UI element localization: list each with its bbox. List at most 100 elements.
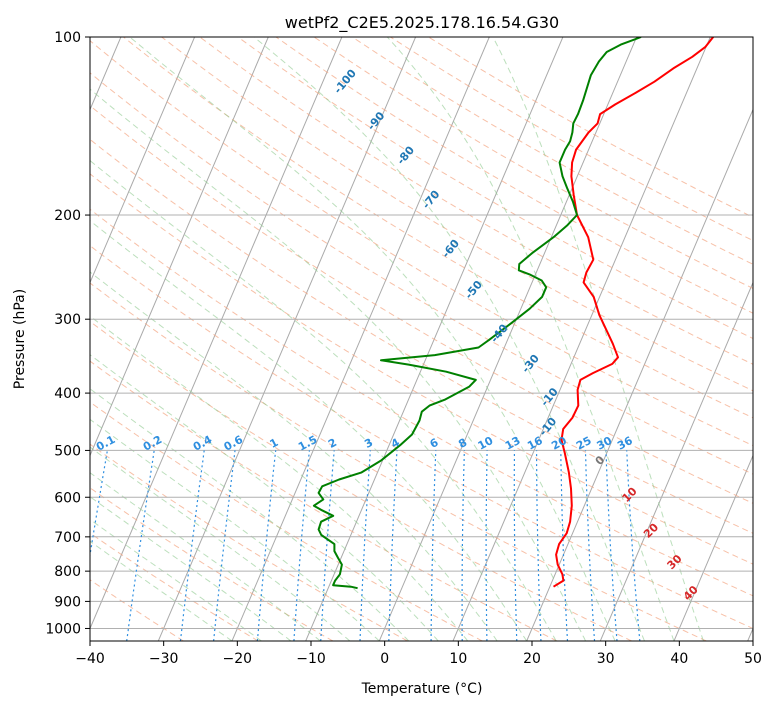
dry-adiabat-label: -10	[538, 385, 561, 409]
x-tick-label: 20	[523, 651, 541, 667]
y-tick-label: 200	[54, 208, 81, 224]
y-axis-label: Pressure (hPa)	[12, 289, 28, 389]
mixing-ratio-label: 1	[268, 436, 281, 451]
dry-adiabat-line	[428, 37, 753, 218]
moist-adiabat-label: 10	[620, 485, 640, 505]
pressure-gridlines	[90, 37, 753, 629]
moist-adiabat-label: 30	[665, 552, 685, 572]
x-tick-label: −40	[75, 651, 105, 667]
isotherm-line	[599, 281, 753, 641]
mixing-ratio-line	[485, 450, 488, 641]
x-tick-label: −10	[296, 651, 326, 667]
y-tick-label: 1000	[45, 621, 81, 637]
isotherm-line	[452, 37, 711, 641]
dewpoint-profile-line	[312, 37, 642, 590]
mixing-ratio-line	[461, 450, 465, 641]
dry-adiabat-line	[90, 360, 558, 641]
dry-adiabat-line	[90, 320, 632, 641]
dry-adiabat-line	[90, 443, 408, 641]
dry-adiabat-line	[90, 138, 753, 534]
moist-adiabat-line	[90, 220, 528, 641]
x-tick-label: 10	[449, 651, 467, 667]
moist-adiabat-line	[90, 446, 351, 641]
dry-adiabat-label: -100	[331, 67, 359, 97]
mixing-ratio-line	[584, 450, 596, 641]
y-tick-label: 600	[54, 490, 81, 506]
mixing-ratio-label: 30	[595, 434, 615, 453]
mixing-ratio-label: 36	[615, 434, 635, 453]
moist-adiabat-line	[90, 159, 557, 641]
mixing-ratio-label: 13	[503, 434, 523, 453]
dry-adiabat-label: -90	[365, 109, 388, 133]
isotherm-line	[90, 37, 269, 457]
plot-frame	[89, 36, 754, 642]
dry-adiabat-line	[275, 37, 753, 314]
mixing-ratio-label: 16	[525, 434, 545, 453]
mixing-ratio-line	[213, 450, 236, 641]
x-axis: −40 −30 −20 −10 0 10 20 30 40 50	[75, 641, 762, 667]
dry-adiabat-label: -60	[439, 237, 462, 261]
dry-adiabat-line	[90, 105, 753, 504]
dry-adiabat-label: -50	[462, 278, 485, 302]
mixing-ratio-label: 2	[326, 436, 339, 451]
mixing-ratio-line	[179, 450, 205, 641]
isotherm-line	[157, 37, 417, 641]
x-axis-label: Temperature (°C)	[361, 681, 483, 697]
mixing-ratio-label: 10	[476, 434, 496, 453]
moist-adiabat-line	[90, 315, 469, 641]
y-tick-label: 500	[54, 443, 81, 459]
moist-adiabat-line	[90, 496, 292, 641]
x-tick-label: −30	[149, 651, 179, 667]
moist-adiabat-label: 40	[681, 583, 701, 603]
dry-adiabat-line	[90, 173, 753, 565]
dry-adiabat-line	[90, 208, 753, 597]
line-labels: 0.1 0.2 0.4 0.6 1 1.5 2 3 4 6 8 10 13 16 20 25 30 36-100-…	[94, 67, 701, 604]
dry-adiabat-line	[237, 37, 753, 340]
x-tick-label: 50	[744, 651, 762, 667]
dry-adiabat-line	[90, 40, 753, 447]
isotherm-line	[673, 454, 753, 641]
x-tick-label: 40	[670, 651, 688, 667]
temperature-profile-line	[552, 37, 714, 588]
y-tick-label: 700	[54, 530, 81, 546]
moist-adiabat-line	[90, 518, 262, 641]
moist-adiabat-line	[129, 37, 616, 641]
mixing-ratio-label: 20	[549, 434, 569, 453]
dry-adiabat-line	[313, 37, 753, 289]
dry-adiabat-line	[390, 37, 753, 242]
mixing-ratio-label: 3	[362, 436, 375, 451]
moist-adiabat-line	[492, 37, 704, 641]
mixing-ratio-line	[359, 450, 371, 641]
isotherm-line	[747, 627, 753, 641]
x-tick-label: −20	[223, 651, 253, 667]
y-axis: 100 200 300 400 500 600 700 800 900 1000	[45, 30, 90, 637]
moist-adiabat-line	[90, 388, 410, 641]
dry-adiabat-line	[90, 282, 707, 641]
profile-lines	[312, 37, 714, 590]
dry-adiabat-line	[161, 37, 753, 392]
moist-adiabat-line	[90, 418, 380, 641]
y-tick-label: 100	[54, 30, 81, 46]
moist-adiabat-line	[386, 37, 675, 641]
moist-adiabat-line	[253, 37, 645, 641]
dry-adiabat-line	[90, 401, 483, 641]
isotherm-line	[90, 37, 343, 630]
isotherm-line	[526, 108, 753, 641]
moist-adiabat-line	[90, 88, 587, 641]
mixing-ratio-line	[430, 450, 437, 641]
isotherm-line	[231, 37, 490, 641]
background-reference-lines	[90, 37, 753, 641]
moist-adiabat-line	[90, 472, 321, 641]
moist-adiabat-line	[90, 354, 439, 641]
dry-adiabat-label: -80	[394, 143, 417, 167]
dry-adiabat-line	[123, 37, 753, 419]
y-tick-label: 300	[54, 312, 81, 328]
mixing-ratio-label: 4	[389, 436, 402, 451]
dry-adiabat-label: -30	[519, 352, 542, 376]
chart-title: wetPf2_C2E5.2025.178.16.54.G30	[285, 13, 559, 33]
mixing-ratio-label: 25	[574, 434, 594, 453]
dry-adiabat-line	[90, 245, 753, 630]
x-tick-label: 30	[597, 651, 615, 667]
mixing-ratio-lines	[90, 450, 641, 641]
